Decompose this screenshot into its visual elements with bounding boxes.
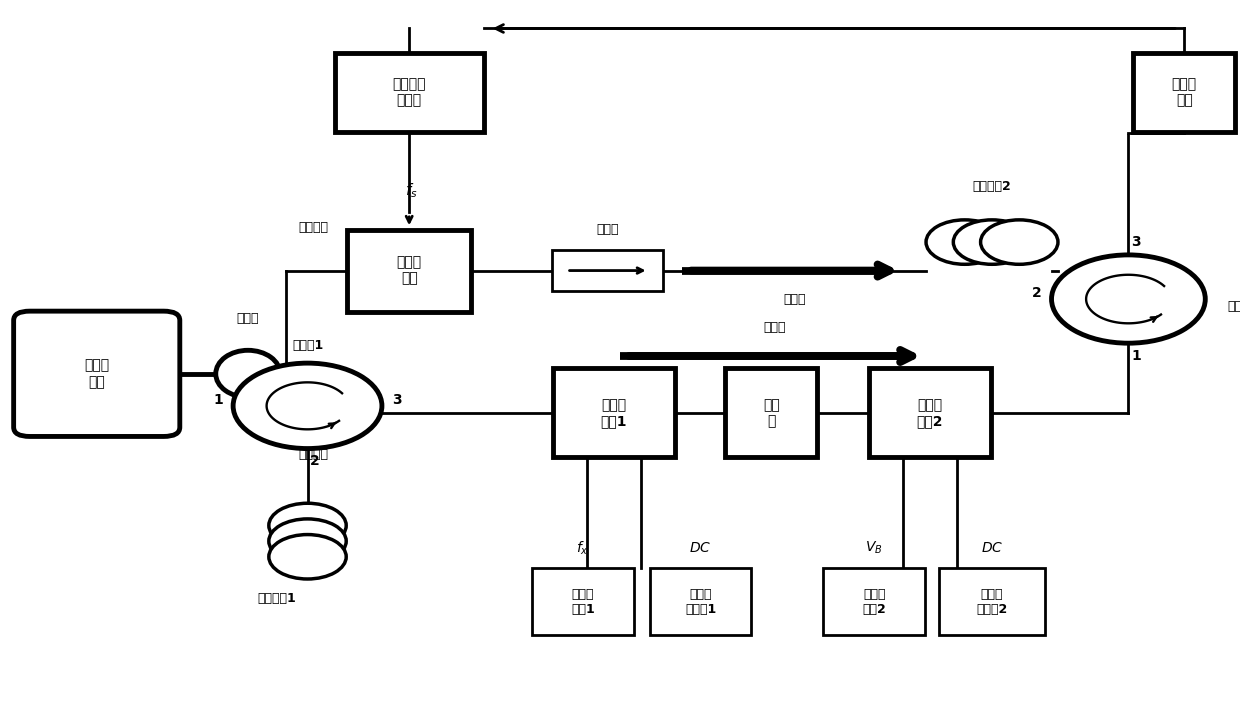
Text: 3: 3: [392, 393, 402, 407]
Text: $f_s$: $f_s$: [405, 181, 418, 200]
Text: 1: 1: [213, 393, 223, 407]
Text: 2: 2: [310, 454, 320, 468]
Text: 隔离器: 隔离器: [596, 224, 619, 236]
Circle shape: [926, 220, 1003, 264]
Text: 微波信
号源2: 微波信 号源2: [862, 587, 887, 616]
Text: 滤波
器: 滤波 器: [763, 398, 780, 428]
Text: 第二支路: 第二支路: [299, 448, 329, 461]
Text: 探测光: 探测光: [784, 293, 806, 305]
FancyBboxPatch shape: [650, 568, 751, 636]
FancyBboxPatch shape: [532, 568, 634, 636]
Text: $DC$: $DC$: [981, 541, 1003, 555]
Circle shape: [233, 363, 382, 449]
Circle shape: [269, 519, 346, 563]
Text: 2: 2: [1032, 286, 1042, 300]
Text: $f_x$: $f_x$: [577, 539, 589, 557]
Text: 矢量网络
分析仪: 矢量网络 分析仪: [392, 78, 427, 108]
Text: 微波信
号源1: 微波信 号源1: [570, 587, 595, 616]
FancyBboxPatch shape: [1133, 53, 1235, 132]
Circle shape: [269, 503, 346, 548]
Text: 3: 3: [1131, 235, 1141, 249]
Text: $DC$: $DC$: [689, 541, 712, 555]
Text: 1: 1: [1131, 349, 1141, 363]
FancyBboxPatch shape: [335, 53, 484, 132]
Circle shape: [954, 220, 1030, 264]
FancyBboxPatch shape: [939, 568, 1045, 636]
Text: 强度调
制器2: 强度调 制器2: [916, 398, 944, 428]
FancyBboxPatch shape: [552, 250, 663, 291]
FancyBboxPatch shape: [869, 369, 991, 458]
FancyBboxPatch shape: [347, 229, 471, 312]
Text: $V_B$: $V_B$: [866, 540, 883, 556]
Circle shape: [981, 220, 1058, 264]
Text: 相位调
制器: 相位调 制器: [397, 256, 422, 286]
Text: 泵浦光: 泵浦光: [764, 321, 786, 334]
Text: 第一支路: 第一支路: [299, 221, 329, 234]
Text: 直流稳
压电源2: 直流稳 压电源2: [976, 587, 1008, 616]
Text: 环形器1: 环形器1: [291, 339, 324, 352]
Text: 强度调
制器1: 强度调 制器1: [600, 398, 627, 428]
Text: 环形器2: 环形器2: [1228, 300, 1240, 313]
Text: 单模光纤1: 单模光纤1: [257, 592, 296, 605]
FancyBboxPatch shape: [553, 369, 675, 458]
FancyBboxPatch shape: [14, 311, 180, 436]
Text: 直流稳
压电源1: 直流稳 压电源1: [684, 587, 717, 616]
Ellipse shape: [216, 350, 280, 397]
Circle shape: [1052, 255, 1205, 343]
Text: 单模光纤2: 单模光纤2: [972, 180, 1012, 193]
FancyBboxPatch shape: [725, 369, 817, 458]
Text: 可调激
光器: 可调激 光器: [84, 359, 109, 389]
Circle shape: [269, 535, 346, 579]
Text: 光电转
换器: 光电转 换器: [1172, 78, 1197, 108]
FancyBboxPatch shape: [823, 568, 925, 636]
Text: 耦合器: 耦合器: [237, 312, 259, 325]
